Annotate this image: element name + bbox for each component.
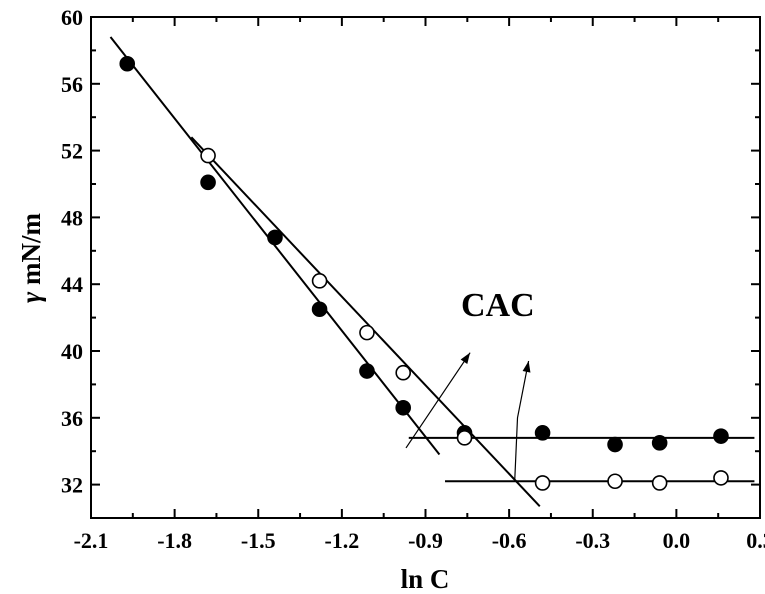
filled-data-point: [119, 55, 136, 72]
x-axis-title: ln C: [401, 564, 450, 594]
y-axis-symbol: γ: [16, 291, 46, 303]
fit-line: [190, 136, 541, 507]
cac-annotation: CAC: [461, 287, 535, 324]
x-tick-label: 0.3: [746, 528, 765, 553]
x-tick-label: -2.1: [74, 528, 109, 553]
fit-line: [109, 36, 441, 456]
filled-data-point: [713, 428, 729, 444]
open-data-point: [395, 364, 412, 381]
filled-data-point: [395, 399, 412, 416]
y-tick-label: 60: [61, 5, 83, 30]
x-tick-label: -1.8: [157, 528, 192, 553]
cac-arrow-line: [514, 360, 530, 482]
y-tick-label: 40: [61, 339, 83, 364]
y-tick-label: 36: [61, 406, 83, 431]
y-tick-label: 52: [61, 139, 83, 164]
filled-data-point: [607, 436, 623, 453]
y-axis-unit: mN/m: [16, 213, 46, 285]
open-data-point: [713, 470, 729, 486]
filled-data-point: [200, 174, 216, 191]
x-tick-label: -1.2: [324, 528, 359, 553]
y-tick-label: 32: [61, 473, 83, 498]
filled-data-point: [651, 435, 668, 451]
open-data-point: [359, 324, 375, 341]
filled-data-point: [311, 301, 328, 318]
y-axis-title: γ mN/m: [16, 213, 46, 303]
y-tick-labels: 32 36 40 44 48 52 56 60: [61, 5, 83, 498]
x-tick-label: -0.3: [575, 528, 610, 553]
y-tick-label: 48: [61, 205, 83, 230]
open-data-point: [534, 475, 551, 491]
x-tick-labels: -2.1 -1.8 -1.5 -1.2 -0.9 -0.6 -0.3 0.0 0.3: [74, 528, 765, 553]
y-tick-label: 44: [61, 272, 83, 297]
x-tick-label: -0.9: [408, 528, 443, 553]
filled-data-point: [534, 425, 551, 441]
cac-arrows: [405, 352, 531, 482]
open-data-point: [607, 473, 623, 490]
open-data-point: [456, 430, 473, 446]
cac-arrow-head: [460, 352, 471, 365]
cac-arrow-head: [522, 361, 531, 373]
x-tick-label: -1.5: [241, 528, 276, 553]
x-tick-label: -0.6: [492, 528, 527, 553]
data-points: [119, 55, 729, 491]
open-data-point: [651, 475, 668, 491]
x-tick-label: 0.0: [663, 528, 691, 553]
y-tick-label: 56: [61, 72, 83, 97]
filled-data-point: [359, 363, 375, 379]
filled-data-point: [267, 229, 283, 246]
open-data-point: [311, 273, 328, 289]
cac-arrow-line: [405, 352, 471, 449]
open-data-point: [200, 147, 216, 164]
axis-ticks: [90, 16, 761, 518]
